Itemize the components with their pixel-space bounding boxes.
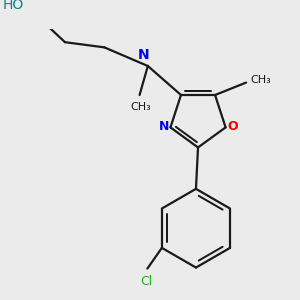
Text: N: N <box>159 120 169 133</box>
Text: O: O <box>227 120 238 133</box>
Text: CH₃: CH₃ <box>130 102 151 112</box>
Text: N: N <box>138 48 149 62</box>
Text: CH₃: CH₃ <box>250 76 271 85</box>
Text: HO: HO <box>2 0 24 12</box>
Text: Cl: Cl <box>140 275 152 288</box>
